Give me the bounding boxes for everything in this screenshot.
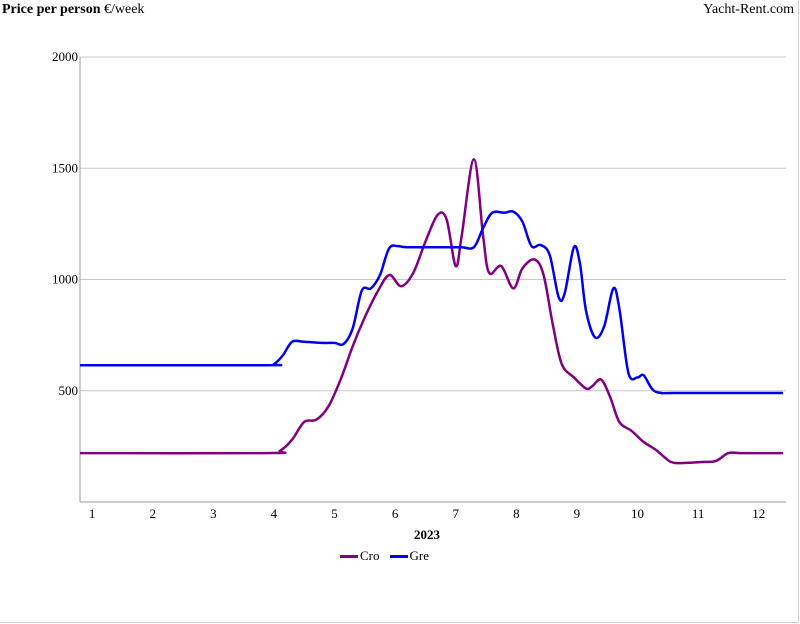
legend-item-gre: Gre <box>389 548 430 564</box>
chart-title: Price per person €/week <box>2 2 144 18</box>
legend: Cro Gre <box>340 548 429 564</box>
series-line-gre <box>79 209 783 395</box>
x-tick-label: 9 <box>574 506 581 521</box>
chart-title-unit: €/week <box>104 2 145 17</box>
x-tick-label: 7 <box>452 506 459 521</box>
x-tick-label: 1 <box>89 506 96 521</box>
y-tick-label: 1000 <box>52 272 78 287</box>
legend-swatch <box>389 554 408 558</box>
y-tick-label: 1500 <box>52 160 78 175</box>
grid-lines <box>80 56 786 392</box>
axes <box>79 57 786 503</box>
x-tick-label: 4 <box>271 506 278 521</box>
chart-title-bold: Price per person <box>2 2 101 17</box>
x-tick-label: 10 <box>631 506 644 521</box>
x-tick-label: 6 <box>392 506 399 521</box>
x-tick-label: 3 <box>210 506 217 521</box>
x-tick-label: 11 <box>692 506 705 521</box>
x-tick-labels: 1 2 3 4 5 6 7 8 9 10 11 12 <box>89 506 765 521</box>
brand-label: Yacht-Rent.com <box>703 2 794 17</box>
x-tick-label: 8 <box>513 506 520 521</box>
y-tick-label: 2000 <box>52 49 78 64</box>
x-axis-title: 2023 <box>414 527 441 542</box>
series-line-cro <box>79 158 783 465</box>
legend-label: Cro <box>360 548 380 563</box>
y-tick-label: 500 <box>59 383 79 398</box>
series-lines <box>79 158 783 465</box>
legend-swatch <box>340 554 358 558</box>
x-tick-label: 5 <box>331 506 338 521</box>
x-tick-label: 12 <box>752 506 765 521</box>
y-tick-labels: 500 1000 1500 2000 <box>52 49 78 398</box>
legend-label: Gre <box>409 548 430 563</box>
x-tick-label: 2 <box>149 506 156 521</box>
legend-item-cro: Cro <box>340 548 380 564</box>
